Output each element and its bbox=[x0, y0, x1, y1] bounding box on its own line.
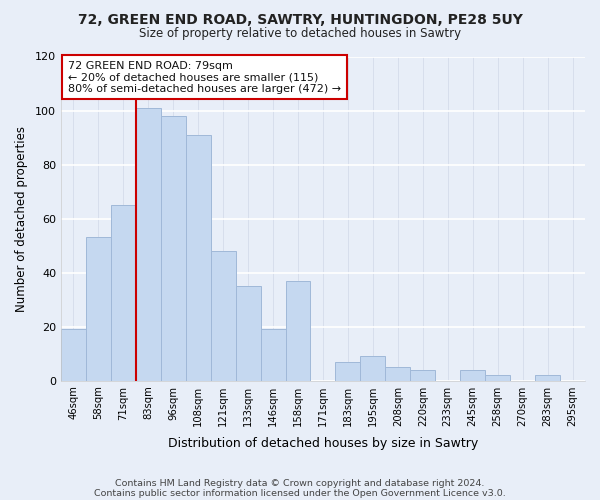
Bar bbox=[211, 251, 236, 380]
Bar bbox=[335, 362, 361, 380]
Text: 72, GREEN END ROAD, SAWTRY, HUNTINGDON, PE28 5UY: 72, GREEN END ROAD, SAWTRY, HUNTINGDON, … bbox=[77, 12, 523, 26]
Y-axis label: Number of detached properties: Number of detached properties bbox=[15, 126, 28, 312]
Bar bbox=[361, 356, 385, 380]
Bar bbox=[535, 376, 560, 380]
Bar bbox=[161, 116, 186, 380]
Bar bbox=[61, 330, 86, 380]
Bar bbox=[460, 370, 485, 380]
Bar bbox=[236, 286, 260, 380]
Bar bbox=[286, 280, 310, 380]
Bar bbox=[385, 367, 410, 380]
Text: Contains public sector information licensed under the Open Government Licence v3: Contains public sector information licen… bbox=[94, 488, 506, 498]
Bar bbox=[260, 330, 286, 380]
Bar bbox=[111, 205, 136, 380]
Text: 72 GREEN END ROAD: 79sqm
← 20% of detached houses are smaller (115)
80% of semi-: 72 GREEN END ROAD: 79sqm ← 20% of detach… bbox=[68, 60, 341, 94]
Text: Size of property relative to detached houses in Sawtry: Size of property relative to detached ho… bbox=[139, 28, 461, 40]
Bar bbox=[86, 238, 111, 380]
Bar bbox=[186, 135, 211, 380]
X-axis label: Distribution of detached houses by size in Sawtry: Distribution of detached houses by size … bbox=[168, 437, 478, 450]
Bar bbox=[410, 370, 435, 380]
Text: Contains HM Land Registry data © Crown copyright and database right 2024.: Contains HM Land Registry data © Crown c… bbox=[115, 478, 485, 488]
Bar bbox=[485, 376, 510, 380]
Bar bbox=[136, 108, 161, 380]
